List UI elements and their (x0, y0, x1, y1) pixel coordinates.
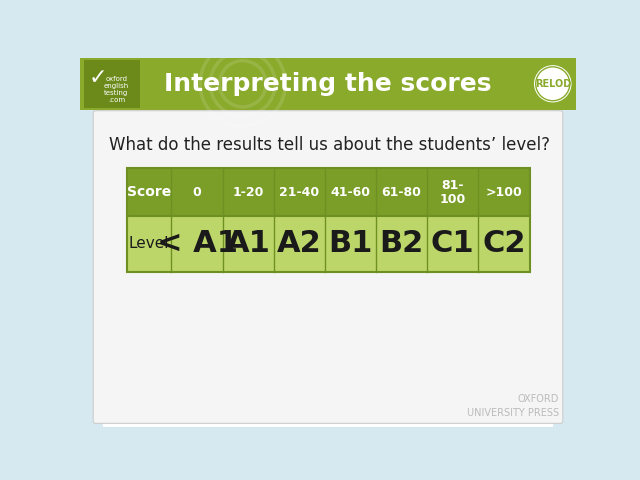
Bar (127, 216, 529, 272)
Text: < A1: < A1 (157, 229, 237, 258)
Text: 41-60: 41-60 (330, 186, 371, 199)
Text: Interpreting the scores: Interpreting the scores (164, 72, 492, 96)
Text: 61-80: 61-80 (381, 186, 422, 199)
Circle shape (532, 64, 573, 104)
Text: 21-40: 21-40 (279, 186, 319, 199)
Text: 1-20: 1-20 (232, 186, 264, 199)
Text: A1: A1 (226, 229, 271, 258)
Text: A2: A2 (277, 229, 322, 258)
Text: OXFORD
UNIVERSITY PRESS: OXFORD UNIVERSITY PRESS (467, 394, 559, 418)
Bar (84, 60, 140, 108)
Text: >100: >100 (486, 186, 522, 199)
Text: Score: Score (127, 185, 171, 199)
Text: ✓: ✓ (88, 68, 107, 88)
Text: 0: 0 (193, 186, 202, 199)
Text: RELOD: RELOD (534, 79, 571, 89)
Bar (127, 168, 529, 216)
Bar (80, 58, 576, 110)
Text: B2: B2 (380, 229, 424, 258)
Text: What do the results tell us about the students’ level?: What do the results tell us about the st… (109, 136, 550, 155)
Text: C1: C1 (431, 229, 475, 258)
Bar (553, 58, 576, 427)
Text: 81-
100: 81- 100 (440, 179, 466, 206)
FancyBboxPatch shape (93, 111, 563, 423)
Text: Level: Level (129, 237, 169, 252)
Text: B1: B1 (328, 229, 372, 258)
Text: C2: C2 (482, 229, 525, 258)
Bar (80, 58, 103, 427)
Text: oxford
english
testing
.com: oxford english testing .com (104, 76, 129, 103)
